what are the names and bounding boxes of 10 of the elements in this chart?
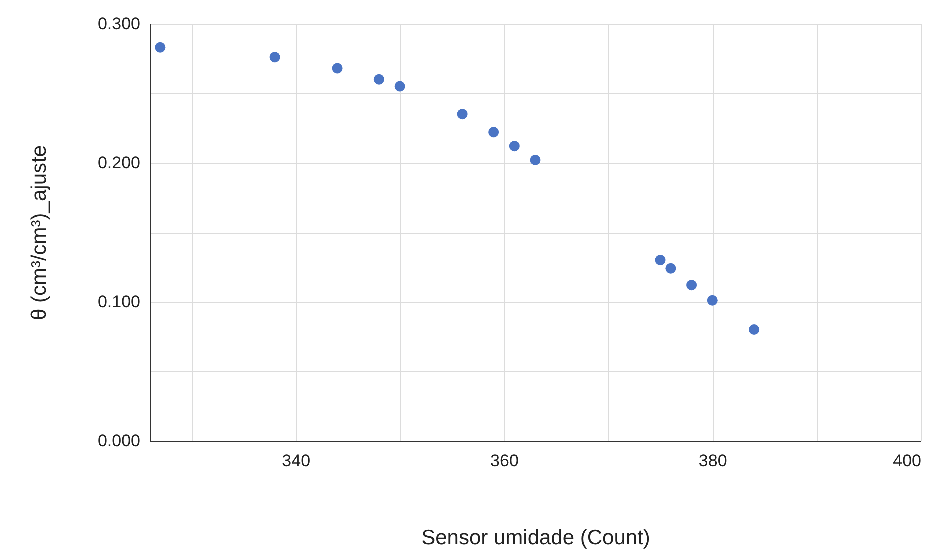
y-tick-label: 0.300: [98, 14, 140, 34]
x-tick-label: 400: [893, 452, 922, 470]
x-axis-title: Sensor umidade (Count): [422, 526, 650, 550]
x-tick-label: 340: [282, 452, 311, 470]
x-tick-label: 360: [490, 452, 519, 470]
x-tick-label: 380: [698, 452, 728, 470]
y-tick-label: 0.200: [98, 154, 140, 172]
y-axis-title: θ (cm³/cm³)_ajuste: [28, 145, 51, 321]
y-tick-label: 0.100: [98, 292, 140, 312]
y-tick-label: 0.000: [98, 432, 140, 450]
